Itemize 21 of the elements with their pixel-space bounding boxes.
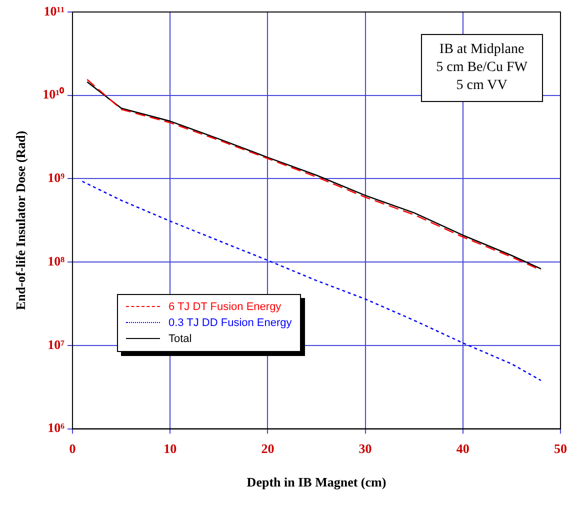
- annotation: 5 cm Be/Cu FW: [436, 59, 528, 77]
- y-axis-title: End-of-life Insulator Dose (Rad): [13, 130, 28, 310]
- x-tick-label: 10: [164, 440, 177, 456]
- y-tick-label: 10¹⁰: [42, 86, 64, 102]
- x-tick-label: 50: [554, 440, 567, 456]
- legend-label: 0.3 TJ DD Fusion Energy: [168, 316, 292, 329]
- x-tick-label: 20: [261, 440, 274, 456]
- y-tick-label: 10⁸: [48, 253, 65, 268]
- y-tick-label: 10⁹: [48, 170, 65, 186]
- annotation: 5 cm VV: [455, 77, 508, 95]
- x-tick-label: 0: [69, 440, 76, 456]
- x-tick-label: 40: [456, 440, 470, 456]
- y-tick-label: 10⁶: [48, 420, 65, 436]
- y-tick-label: 10¹¹: [44, 3, 65, 18]
- x-axis-title: Depth in IB Magnet (cm): [246, 474, 386, 490]
- y-tick-label: 10⁷: [48, 336, 65, 352]
- annotation: IB at Midplane: [438, 41, 526, 59]
- legend-label: 6 TJ DT Fusion Energy: [168, 300, 282, 313]
- x-tick-label: 30: [358, 440, 372, 456]
- line-series: [82, 180, 542, 382]
- legend-label: Total: [168, 332, 192, 345]
